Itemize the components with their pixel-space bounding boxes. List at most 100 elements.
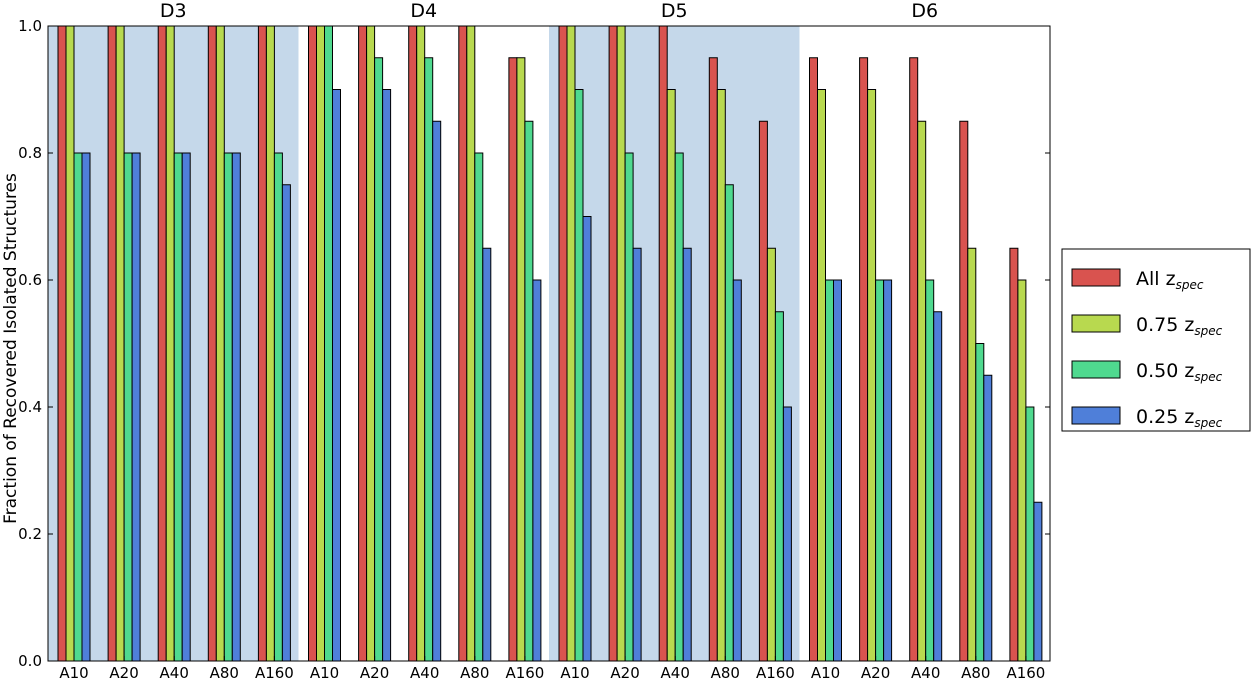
bar-series1-cat16 [809,57,818,662]
x-tick-label: A40 [410,664,439,681]
bar-series4-cat20 [1033,501,1043,662]
bar-series1-cat10 [508,57,518,662]
plot-frame [47,25,1051,662]
bar-series4-cat8 [432,120,442,662]
bar-series3-cat12 [624,152,634,662]
legend-swatch [1071,314,1121,333]
x-tick-label: A10 [560,664,589,681]
bar-series2-cat9 [466,25,476,662]
bar-series1-cat20 [1009,247,1019,662]
group-label-d4: D4 [410,0,437,22]
bar-series2-cat10 [516,57,526,662]
group-label-d5: D5 [661,0,688,22]
x-tick-label: A20 [610,664,639,681]
y-tick-label: 1.0 [18,17,42,35]
x-tick-label: A80 [961,664,990,681]
bar-series1-cat2 [107,25,117,662]
x-tick-label: A160 [255,664,294,681]
x-tick-label: A40 [160,664,189,681]
bar-series4-cat4 [231,152,241,662]
bar-series4-cat3 [181,152,191,662]
bar-series4-cat13 [682,247,692,662]
bar-series1-cat18 [909,57,919,662]
y-tick-label: 0.8 [18,144,42,162]
bar-series4-cat6 [332,89,341,662]
bar-series4-cat7 [382,89,392,662]
bar-series2-cat11 [566,25,576,662]
x-tick-label: A160 [1006,664,1045,681]
x-tick-label: A160 [505,664,544,681]
bar-series3-cat10 [524,120,534,662]
bar-series3-cat1 [73,152,83,662]
bar-series3-cat3 [173,152,183,662]
bar-series3-cat7 [374,57,384,662]
bar-series3-cat8 [424,57,434,662]
x-tick-label: A160 [756,664,795,681]
bar-series4-cat16 [833,279,842,662]
bar-series3-cat9 [474,152,484,662]
y-tick-label: 0.4 [18,398,42,416]
group-labels: D3 D4 D5 D6 [160,0,938,22]
x-tick-label: A40 [911,664,940,681]
bar-series3-cat18 [925,279,935,662]
bar-series2-cat12 [616,25,626,662]
x-tick-label: A20 [360,664,389,681]
bar-series3-cat4 [223,152,233,662]
bar-series1-cat5 [257,25,267,662]
bar-series2-cat18 [917,120,927,662]
y-tick-label: 0.2 [18,525,42,543]
bar-series3-cat13 [674,152,684,662]
bars-layer [57,25,1043,662]
x-tick-label: A10 [59,664,88,681]
group-label-d3: D3 [160,0,187,22]
x-tick-label: A40 [661,664,690,681]
bar-series4-cat14 [732,279,742,662]
bar-series2-cat13 [666,89,676,662]
bar-series2-cat17 [867,89,877,662]
bar-series4-cat11 [582,216,592,662]
x-axis: A10 A20 A40 A80 A160 A10 A20 A40 A80 A160 A10 A20 A4… [59,656,1045,681]
bar-series1-cat9 [458,25,468,662]
y-tick-label: 0.0 [18,652,42,670]
bar-series2-cat20 [1017,279,1027,662]
bar-series2-cat8 [416,25,426,662]
x-tick-label: A10 [811,664,840,681]
bar-series4-cat18 [933,311,943,662]
bar-series3-cat15 [774,311,784,662]
bar-series3-cat2 [123,152,133,662]
bar-series1-cat12 [608,25,618,662]
bar-series2-cat14 [716,89,726,662]
bar-series2-cat5 [265,25,275,662]
bar-series4-cat19 [983,374,993,662]
bar-series1-cat15 [758,120,768,662]
x-tick-label: A80 [711,664,740,681]
bar-series3-cat17 [875,279,885,662]
bar-series2-cat15 [766,247,776,662]
bar-series2-cat7 [366,25,376,662]
bar-series1-cat8 [408,25,418,662]
bar-series3-cat16 [825,279,834,662]
bar-series2-cat2 [115,25,125,662]
bar-series4-cat5 [281,184,291,662]
bar-series4-cat10 [532,279,542,662]
bar-series4-cat17 [883,279,893,662]
bar-series3-cat14 [724,184,734,662]
bar-series2-cat6 [316,25,325,662]
bar-series1-cat19 [959,120,969,662]
bar-series1-cat17 [859,57,869,662]
bar-series3-cat5 [273,152,283,662]
bar-series1-cat7 [358,25,368,662]
bar-series1-cat1 [57,25,67,662]
x-tick-label: A20 [861,664,890,681]
bar-series4-cat15 [782,406,792,662]
x-tick-label: A10 [310,664,339,681]
y-tick-label: 0.6 [18,271,42,289]
bar-series3-cat19 [975,343,985,662]
bar-series1-cat14 [708,57,718,662]
bar-series2-cat16 [817,89,826,662]
bar-series1-cat11 [558,25,568,662]
legend-swatch [1071,406,1121,425]
bar-series2-cat1 [65,25,75,662]
